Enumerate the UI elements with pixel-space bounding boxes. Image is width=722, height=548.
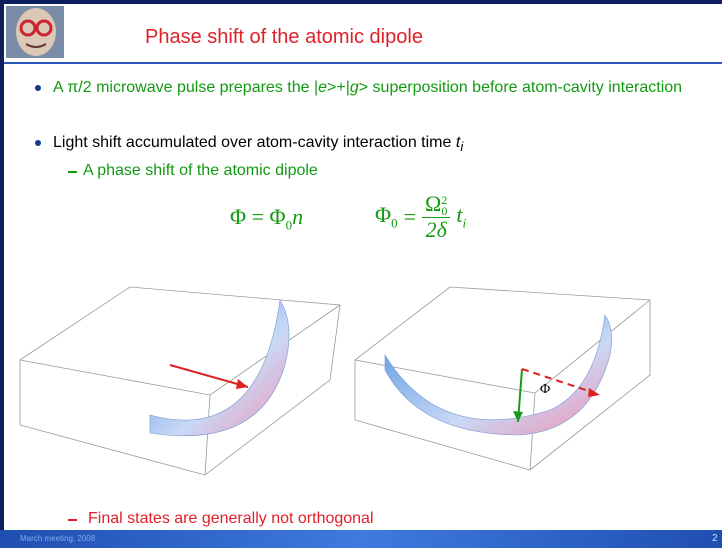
text: = xyxy=(404,204,416,230)
title: Phase shift of the atomic dipole xyxy=(145,26,423,49)
bullet-text: A π/2 microwave pulse prepares the |e>+|… xyxy=(53,78,693,98)
text: i xyxy=(460,139,463,154)
text: Ω xyxy=(425,191,441,216)
text: >+| xyxy=(327,79,350,96)
text: 0 xyxy=(391,216,398,231)
page-number: 2 xyxy=(712,533,718,544)
left-bar xyxy=(0,0,4,548)
sub-bullet xyxy=(68,171,77,173)
text: = xyxy=(252,204,264,229)
text: A π/2 microwave pulse prepares the | xyxy=(53,79,318,96)
figures: Φ xyxy=(10,275,710,485)
text: Φ xyxy=(375,202,391,227)
text: Φ xyxy=(230,204,246,229)
sub-bullet xyxy=(68,519,77,521)
text: > superposition before atom-cavity inter… xyxy=(359,79,682,96)
footer-bar xyxy=(0,530,722,548)
text: i xyxy=(463,216,467,231)
text: 2δ xyxy=(426,218,447,242)
text: n xyxy=(292,204,303,229)
crescent xyxy=(150,300,289,436)
slide: Phase shift of the atomic dipole A π/2 m… xyxy=(0,0,722,548)
logo xyxy=(6,6,64,58)
equation: Φ = Φ0n xyxy=(230,204,303,233)
text: Light shift accumulated over atom-cavity… xyxy=(53,134,451,151)
title-rule xyxy=(4,62,722,64)
bullet xyxy=(35,85,41,91)
crescent xyxy=(385,315,612,435)
angle-label: Φ xyxy=(540,382,550,397)
sub-bullet-text: Final states are generally not orthogona… xyxy=(88,509,374,529)
text: 0 xyxy=(441,206,447,217)
bullet xyxy=(35,140,41,146)
bullet-text: Light shift accumulated over atom-cavity… xyxy=(53,133,463,157)
footer-event: March meeting, 2008 xyxy=(20,534,95,543)
top-bar xyxy=(0,0,722,4)
text: Φ xyxy=(270,204,286,229)
text: g xyxy=(350,79,359,96)
sub-bullet-text: A phase shift of the atomic dipole xyxy=(83,161,318,181)
text: e xyxy=(318,79,327,96)
arrow xyxy=(170,365,248,387)
